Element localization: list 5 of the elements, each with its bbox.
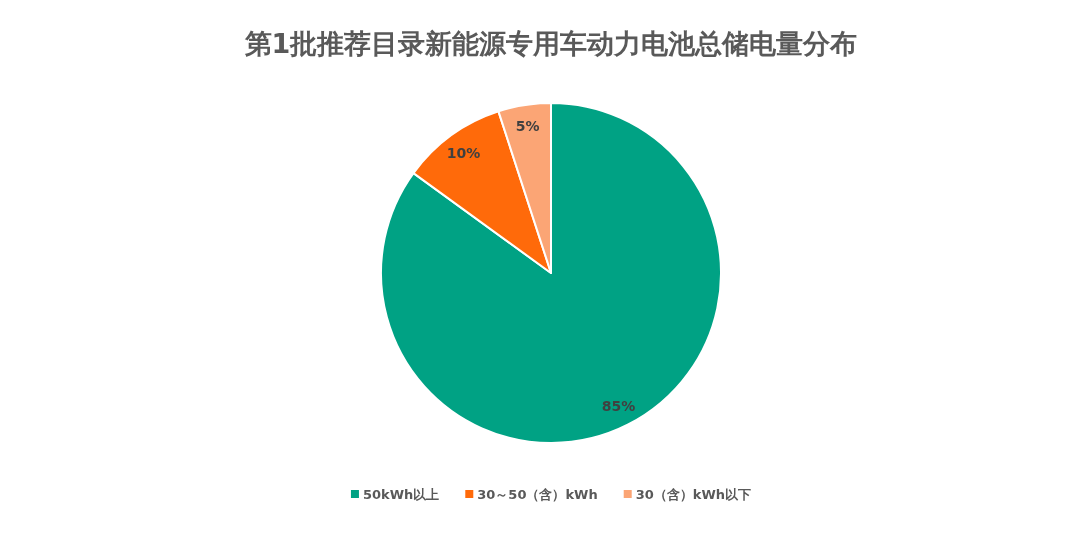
legend-label: 30（含）kWh以下 (635, 487, 752, 502)
title: 第1批推荐目录新能源专用车动力电池总储电量分布 (244, 28, 858, 59)
legend: 50kWh以上 30～50（含）kWh 30（含）kWh以下 (350, 487, 752, 502)
legend-label: 50kWh以上 (362, 487, 440, 502)
legend-label: 30～50（含）kWh (477, 487, 598, 502)
